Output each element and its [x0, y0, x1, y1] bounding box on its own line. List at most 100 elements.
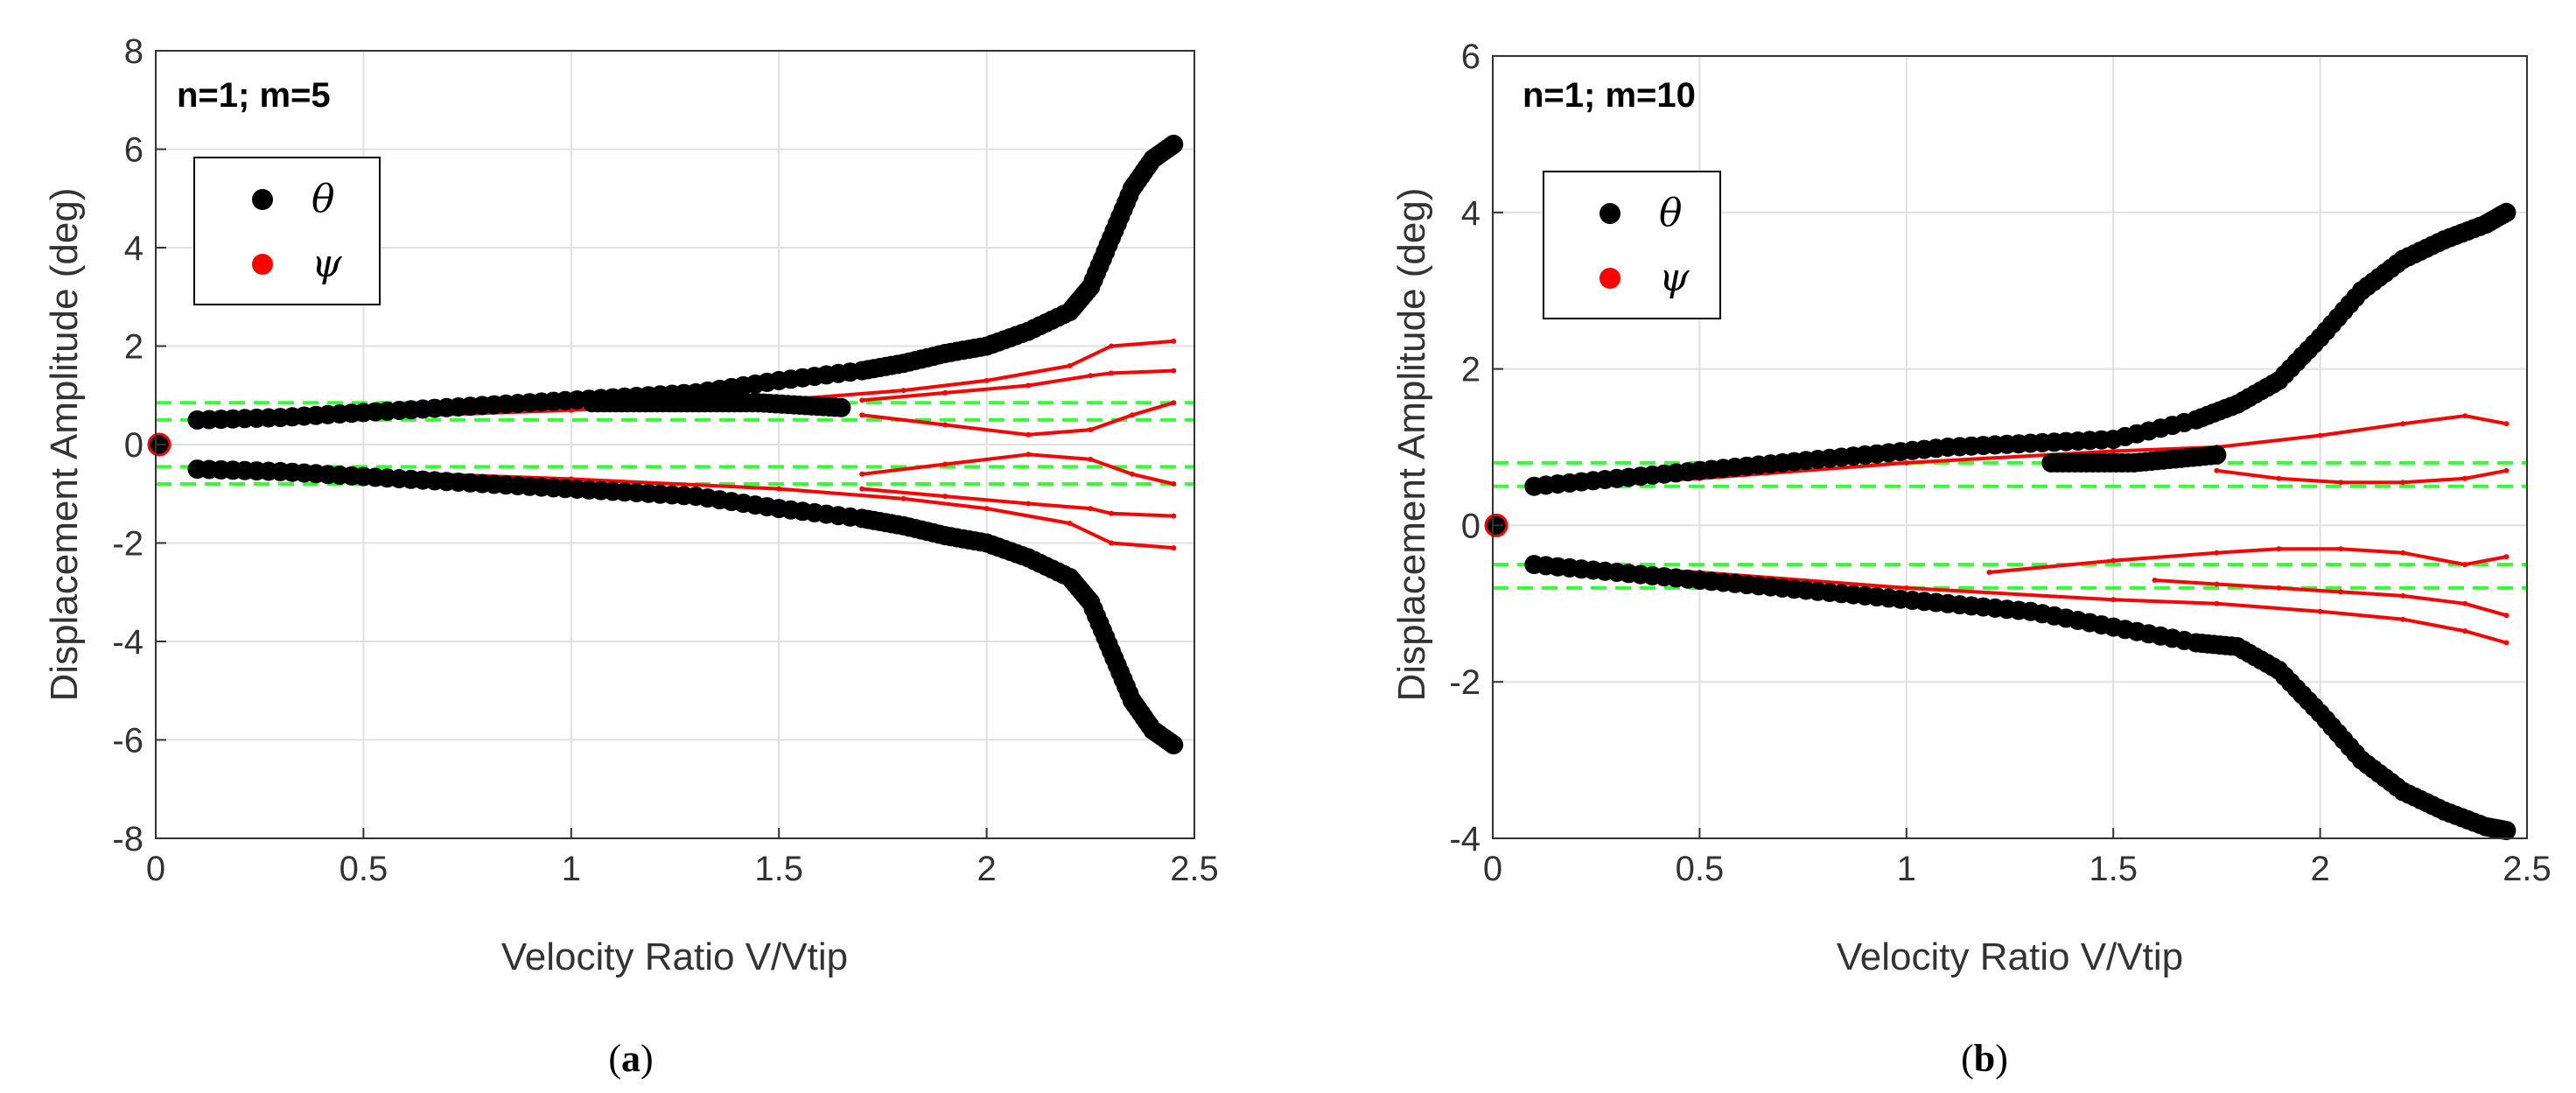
chart-panel-a: 0 0.5 1 1.5 2 2.5 -8 -6 -4 -2 0 2 4 6 8 Velocity Ratio…: [43, 32, 1219, 1080]
psi-point-a: [1067, 363, 1073, 368]
psi-point-b: [2317, 608, 2323, 614]
y-tick-label-b: -2: [1449, 663, 1480, 702]
psi-point-b: [2503, 467, 2510, 473]
annotation-a: n=1; m=5: [177, 76, 331, 115]
x-tick-label-b: 1.5: [2089, 850, 2138, 888]
legend-theta-marker-a: [252, 189, 273, 210]
y-tick-label-b: 4: [1461, 194, 1480, 233]
x-tick-label-b: 1: [1897, 850, 1916, 888]
x-axis-label-b: Velocity Ratio V/Vtip: [1837, 935, 2183, 978]
x-tick-label-a: 1.5: [754, 850, 803, 888]
x-tick-label-a: 0: [146, 850, 165, 888]
psi-point-b: [2400, 616, 2406, 622]
legend-theta-label-a: θ: [312, 177, 335, 221]
psi-point-b: [2276, 475, 2282, 481]
psi-point-a: [859, 397, 865, 403]
psi-point-a: [984, 377, 990, 383]
x-tick-label-b: 0.5: [1676, 850, 1725, 888]
psi-point-a: [1088, 456, 1094, 462]
psi-point-b: [2338, 589, 2344, 595]
psi-point-a: [1109, 343, 1114, 349]
psi-point-b: [2152, 578, 2158, 583]
chart-panel-b: 0 0.5 1 1.5 2 2.5 -4 -2 0 2 4 6 Velocity Ratio V/Vt…: [1390, 38, 2552, 1080]
psi-point-a: [1026, 431, 1032, 438]
annotation-b: n=1; m=10: [1522, 76, 1696, 115]
theta-point-b: [2496, 202, 2516, 222]
psi-point-b: [2317, 432, 2323, 438]
psi-curve-b-3: [1989, 547, 2507, 574]
psi-point-b: [2214, 550, 2220, 556]
psi-point-a: [900, 495, 906, 501]
x-tick-label-b: 0: [1483, 850, 1502, 888]
psi-point-a: [1109, 510, 1114, 516]
psi-point-b: [2462, 628, 2468, 634]
psi-point-a: [859, 471, 865, 477]
psi-point-b: [2110, 597, 2117, 603]
psi-point-a: [1109, 370, 1114, 376]
psi-point-a: [1026, 382, 1032, 389]
theta-point-a: [1164, 735, 1184, 755]
y-axis-label-a: Displacement Amplitude (deg): [43, 188, 86, 702]
psi-point-b: [1903, 585, 1909, 591]
y-tick-label-a: 4: [124, 229, 144, 268]
x-tick-label-a: 2.5: [1170, 850, 1219, 888]
caption-b-letter: b: [1974, 1037, 1995, 1080]
theta-point-a: [831, 397, 851, 417]
psi-point-b: [2338, 480, 2344, 486]
psi-point-b: [2110, 448, 2117, 454]
y-axis-label-b: Displacement Amplitude (deg): [1390, 188, 1433, 702]
theta-point-b: [2496, 821, 2516, 841]
psi-point-a: [1171, 338, 1177, 344]
psi-curve-a-1: [862, 368, 1174, 403]
psi-point-b: [2503, 554, 2510, 560]
psi-point-b: [1986, 570, 1992, 575]
y-tick-label-a: 6: [124, 131, 144, 170]
psi-point-b: [2214, 581, 2220, 587]
psi-point-a: [1171, 368, 1177, 374]
psi-point-a: [859, 412, 865, 418]
psi-curve-b-1: [2216, 468, 2507, 485]
plot-frame-b: [1492, 55, 2528, 839]
psi-point-b: [2400, 550, 2406, 556]
psi-curve-a-5: [861, 452, 1174, 486]
y-tick-label-a: -2: [112, 525, 144, 564]
y-tick-label-a: -8: [112, 820, 144, 858]
y-tick-label-b: 6: [1461, 38, 1480, 76]
legend-psi-marker-b: [1600, 268, 1620, 289]
psi-point-b: [2214, 600, 2220, 606]
psi-point-b: [2462, 600, 2468, 606]
psi-point-b: [2338, 546, 2344, 552]
psi-point-b: [2462, 475, 2468, 481]
theta-point-b: [2207, 445, 2227, 465]
psi-point-a: [942, 461, 948, 467]
x-tick-label-a: 0.5: [340, 850, 388, 888]
y-tick-label-b: 2: [1461, 351, 1480, 389]
psi-point-a: [1026, 452, 1032, 458]
psi-point-a: [1088, 506, 1094, 512]
psi-point-b: [2503, 640, 2510, 646]
x-axis-label-a: Velocity Ratio V/Vtip: [501, 935, 848, 978]
psi-point-b: [2276, 546, 2282, 552]
psi-point-b: [2462, 562, 2468, 568]
psi-point-a: [1109, 540, 1114, 546]
caption-a: (a): [608, 1037, 653, 1080]
legend-a: θ ψ: [193, 157, 381, 305]
psi-point-a: [1171, 400, 1177, 406]
psi-point-b: [2400, 480, 2406, 486]
psi-curve-a-4: [862, 487, 1174, 518]
legend-theta-marker-b: [1600, 203, 1620, 224]
y-tick-label-a: -4: [112, 623, 144, 662]
psi-point-a: [900, 388, 906, 394]
psi-point-a: [859, 486, 865, 492]
psi-point-a: [1171, 513, 1177, 519]
psi-point-b: [2110, 557, 2117, 564]
psi-point-a: [1171, 545, 1177, 551]
y-tick-label-a: -6: [112, 722, 144, 760]
psi-point-a: [1026, 501, 1032, 507]
psi-point-a: [1067, 521, 1073, 526]
psi-point-a: [1171, 481, 1177, 487]
y-tick-label-a: 2: [124, 328, 144, 367]
legend-psi-marker-a: [252, 254, 273, 275]
psi-point-a: [1129, 471, 1135, 477]
legend-psi-label-b: ψ: [1659, 256, 1690, 300]
